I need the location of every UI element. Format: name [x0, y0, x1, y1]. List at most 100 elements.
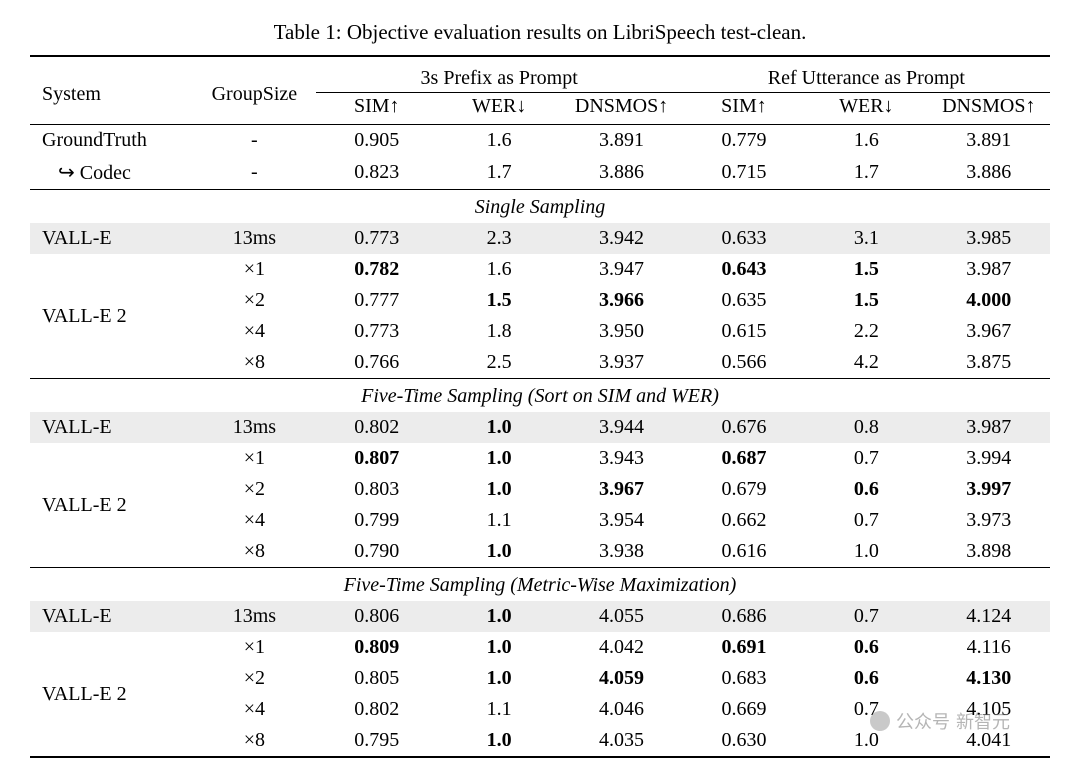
- table-cell: 3.944: [560, 412, 682, 443]
- table-cell: 13ms: [193, 601, 315, 632]
- table-cell: 1.8: [438, 316, 560, 347]
- table-cell: 3.966: [560, 285, 682, 316]
- table-cell: 0.773: [316, 223, 438, 254]
- table-cell: 3.967: [928, 316, 1050, 347]
- table-row: VALL-E13ms0.7732.33.9420.6333.13.985: [30, 223, 1050, 254]
- table-row: GroundTruth-0.9051.63.8910.7791.63.891: [30, 125, 1050, 157]
- table-cell: 0.669: [683, 694, 805, 725]
- table-cell: 0.905: [316, 125, 438, 157]
- table-cell: ×2: [193, 474, 315, 505]
- table-cell: 0.8: [805, 412, 927, 443]
- table-cell: 0.805: [316, 663, 438, 694]
- table-cell: 1.0: [438, 474, 560, 505]
- table-cell: ×1: [193, 443, 315, 474]
- section-title-row: Single Sampling: [30, 190, 1050, 224]
- table-cell: 0.7: [805, 443, 927, 474]
- table-cell: 1.6: [438, 254, 560, 285]
- table-cell: 0.766: [316, 347, 438, 379]
- table-cell: ×8: [193, 347, 315, 379]
- table-cell: 3.898: [928, 536, 1050, 568]
- header-wer-prefix: WER↓: [438, 93, 560, 125]
- table-cell: 0.823: [316, 156, 438, 190]
- table-cell: ×4: [193, 316, 315, 347]
- system-cell: VALL-E: [30, 412, 193, 443]
- table-cell: 3.967: [560, 474, 682, 505]
- table-cell: 3.875: [928, 347, 1050, 379]
- table-cell: 3.937: [560, 347, 682, 379]
- table-cell: 0.691: [683, 632, 805, 663]
- table-cell: 3.891: [560, 125, 682, 157]
- table-cell: 1.0: [805, 536, 927, 568]
- table-cell: 13ms: [193, 412, 315, 443]
- table-cell: 3.1: [805, 223, 927, 254]
- section-title: Single Sampling: [30, 190, 1050, 224]
- table-cell: 1.5: [805, 285, 927, 316]
- table-cell: 0.566: [683, 347, 805, 379]
- table-caption: Table 1: Objective evaluation results on…: [30, 20, 1050, 45]
- table-cell: 4.055: [560, 601, 682, 632]
- table-cell: 0.683: [683, 663, 805, 694]
- table-cell: 0.809: [316, 632, 438, 663]
- table-cell: 0.615: [683, 316, 805, 347]
- table-cell: 4.124: [928, 601, 1050, 632]
- table-cell: 1.6: [805, 125, 927, 157]
- table-cell: 3.987: [928, 254, 1050, 285]
- table-cell: ×8: [193, 725, 315, 757]
- table-cell: 4.2: [805, 347, 927, 379]
- table-cell: 0.795: [316, 725, 438, 757]
- table-cell: 4.000: [928, 285, 1050, 316]
- table-cell: 1.0: [438, 601, 560, 632]
- table-cell: 1.6: [438, 125, 560, 157]
- table-cell: 0.686: [683, 601, 805, 632]
- table-row: VALL-E 2×10.8091.04.0420.6910.64.116: [30, 632, 1050, 663]
- section-title-row: Five-Time Sampling (Metric-Wise Maximiza…: [30, 568, 1050, 602]
- table-cell: 0.802: [316, 412, 438, 443]
- table-cell: 0.679: [683, 474, 805, 505]
- table-row: ↪ Codec-0.8231.73.8860.7151.73.886: [30, 156, 1050, 190]
- system-cell: VALL-E 2: [30, 254, 193, 379]
- table-cell: 0.803: [316, 474, 438, 505]
- table-cell: 0.715: [683, 156, 805, 190]
- table-cell: 0.802: [316, 694, 438, 725]
- table-cell: 1.7: [805, 156, 927, 190]
- table-cell: 3.987: [928, 412, 1050, 443]
- header-prefix-group: 3s Prefix as Prompt: [316, 56, 683, 93]
- table-cell: 3.954: [560, 505, 682, 536]
- table-cell: 1.0: [438, 725, 560, 757]
- table-cell: 0.807: [316, 443, 438, 474]
- table-cell: 1.0: [438, 412, 560, 443]
- header-sim-prefix: SIM↑: [316, 93, 438, 125]
- table-cell: ×4: [193, 694, 315, 725]
- table-cell: 0.7: [805, 694, 927, 725]
- table-cell: 1.0: [438, 443, 560, 474]
- system-cell: VALL-E 2: [30, 443, 193, 568]
- section-title-row: Five-Time Sampling (Sort on SIM and WER): [30, 379, 1050, 413]
- table-cell: 0.806: [316, 601, 438, 632]
- table-cell: ×1: [193, 632, 315, 663]
- table-cell: 4.035: [560, 725, 682, 757]
- table-cell: 4.046: [560, 694, 682, 725]
- table-row: VALL-E 2×10.7821.63.9470.6431.53.987: [30, 254, 1050, 285]
- table-cell: 0.616: [683, 536, 805, 568]
- table-cell: 0.799: [316, 505, 438, 536]
- table-cell: ×8: [193, 536, 315, 568]
- table-cell: 3.886: [928, 156, 1050, 190]
- table-cell: 1.0: [438, 663, 560, 694]
- table-cell: 3.943: [560, 443, 682, 474]
- table-cell: 0.635: [683, 285, 805, 316]
- results-table: System GroupSize 3s Prefix as Prompt Ref…: [30, 55, 1050, 758]
- system-cell: VALL-E: [30, 223, 193, 254]
- table-cell: 0.777: [316, 285, 438, 316]
- section-title: Five-Time Sampling (Metric-Wise Maximiza…: [30, 568, 1050, 602]
- table-cell: 0.6: [805, 474, 927, 505]
- system-cell: ↪ Codec: [30, 156, 193, 190]
- table-cell: 2.2: [805, 316, 927, 347]
- table-cell: 3.938: [560, 536, 682, 568]
- table-cell: 3.994: [928, 443, 1050, 474]
- table-cell: 4.041: [928, 725, 1050, 757]
- table-cell: 3.886: [560, 156, 682, 190]
- table-cell: 2.5: [438, 347, 560, 379]
- table-cell: 0.662: [683, 505, 805, 536]
- table-cell: 0.779: [683, 125, 805, 157]
- table-cell: 1.5: [805, 254, 927, 285]
